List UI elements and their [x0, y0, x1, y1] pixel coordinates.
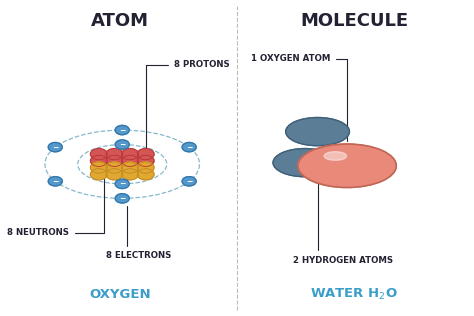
Circle shape — [48, 177, 62, 186]
Ellipse shape — [298, 144, 396, 187]
Circle shape — [106, 155, 123, 167]
Text: MOLECULE: MOLECULE — [300, 12, 408, 30]
Circle shape — [115, 194, 129, 203]
Text: ATOM: ATOM — [91, 12, 149, 30]
Text: 1 OXYGEN ATOM: 1 OXYGEN ATOM — [251, 54, 347, 141]
Text: −: − — [52, 143, 58, 152]
Circle shape — [182, 177, 196, 186]
Circle shape — [122, 149, 138, 160]
Text: OXYGEN: OXYGEN — [89, 288, 151, 301]
Circle shape — [48, 143, 62, 152]
Text: −: − — [119, 179, 126, 188]
Circle shape — [137, 155, 154, 167]
Circle shape — [91, 162, 107, 173]
Text: −: − — [186, 177, 192, 186]
Circle shape — [122, 169, 138, 180]
Ellipse shape — [286, 118, 349, 146]
Circle shape — [122, 162, 138, 173]
Text: −: − — [119, 140, 126, 149]
Circle shape — [106, 149, 123, 160]
Text: −: − — [119, 125, 126, 135]
Circle shape — [115, 140, 129, 149]
Text: WATER H$_2$O: WATER H$_2$O — [310, 287, 398, 302]
Circle shape — [137, 162, 154, 173]
Text: −: − — [52, 177, 58, 186]
Circle shape — [137, 149, 154, 160]
Circle shape — [91, 169, 107, 180]
Circle shape — [106, 162, 123, 173]
Circle shape — [91, 155, 107, 167]
Ellipse shape — [324, 152, 346, 160]
Circle shape — [182, 143, 196, 152]
Circle shape — [91, 149, 107, 160]
Text: −: − — [119, 194, 126, 203]
Circle shape — [122, 155, 138, 167]
Circle shape — [137, 169, 154, 180]
Text: 8 PROTONS: 8 PROTONS — [146, 60, 229, 151]
Circle shape — [115, 125, 129, 135]
Text: 8 NEUTRONS: 8 NEUTRONS — [8, 177, 103, 237]
Circle shape — [115, 179, 129, 189]
Text: 8 ELECTRONS: 8 ELECTRONS — [106, 206, 171, 260]
Text: −: − — [186, 143, 192, 152]
Circle shape — [106, 169, 123, 180]
Ellipse shape — [273, 149, 337, 177]
Text: 2 HYDROGEN ATOMS: 2 HYDROGEN ATOMS — [293, 149, 393, 265]
